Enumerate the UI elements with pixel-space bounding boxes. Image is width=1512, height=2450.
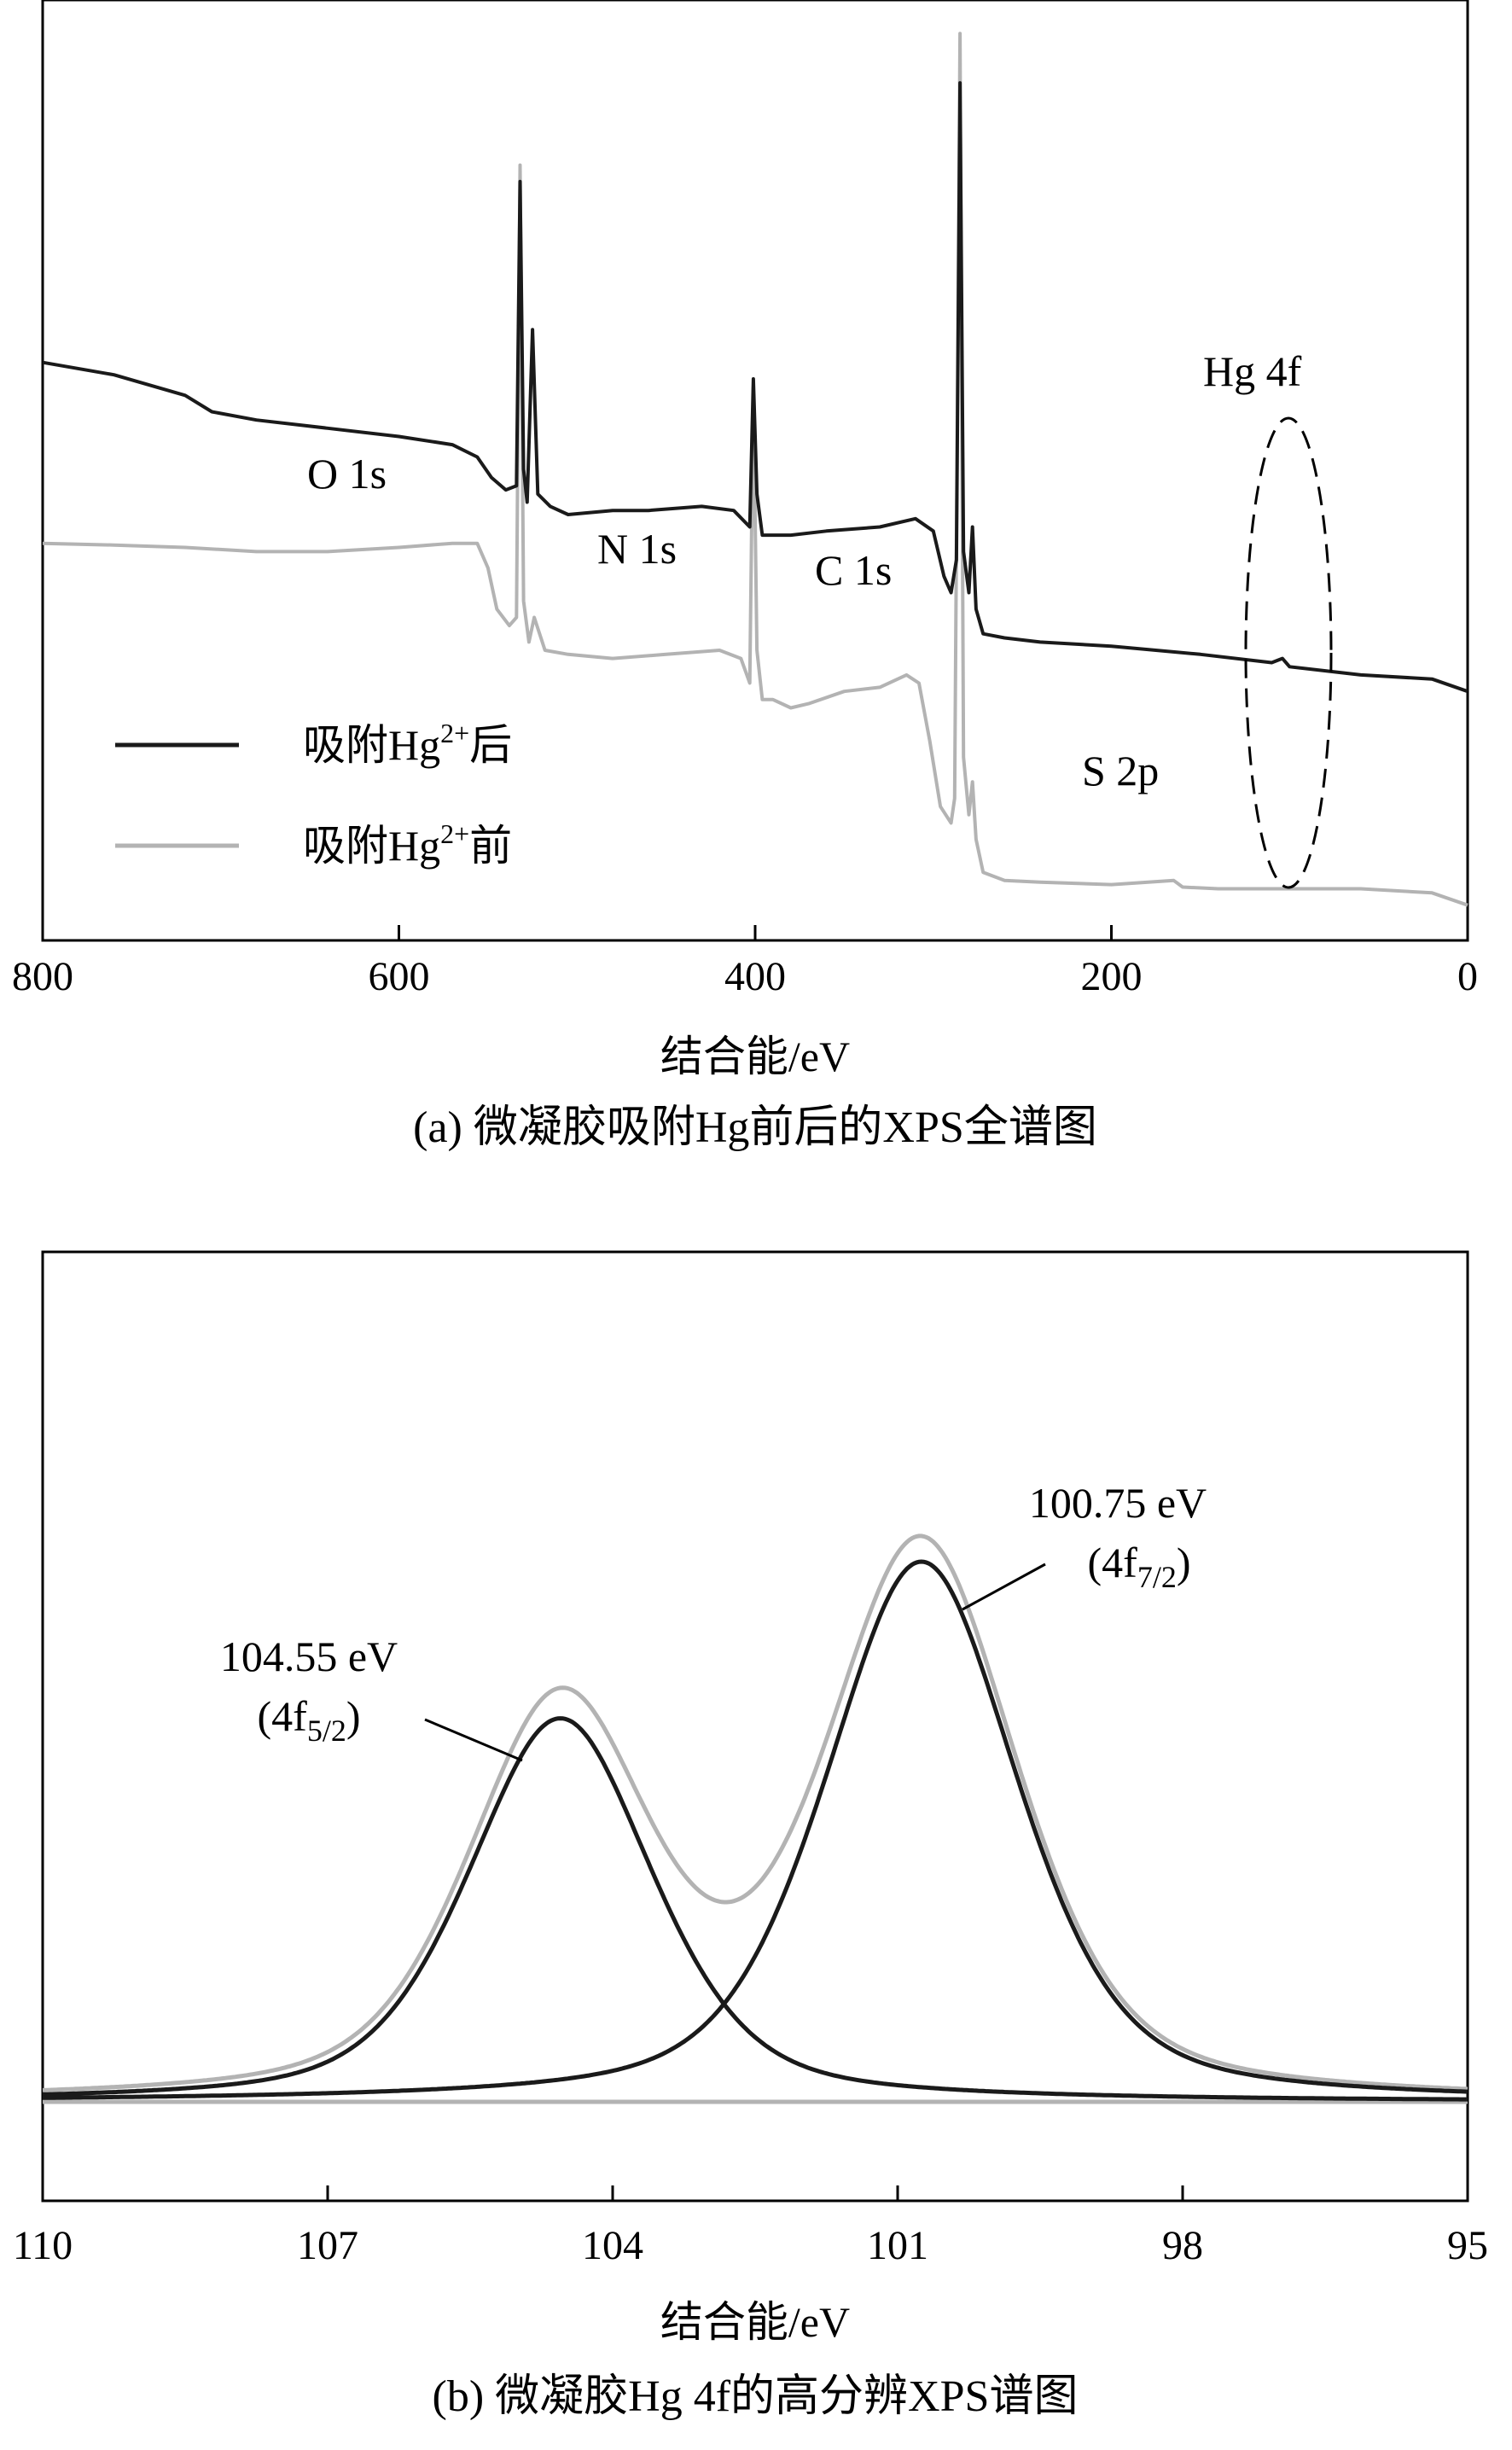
- panel-b-frame: [41, 1250, 1469, 2203]
- legend: 吸附Hg2+后 吸附Hg2+前: [115, 718, 512, 870]
- panel-b-series-group: [42, 1533, 1468, 2104]
- component-line-2: [43, 1559, 1468, 2100]
- x-tick-label: 200: [1081, 954, 1143, 999]
- annotation-c1s: C 1s: [815, 546, 892, 594]
- annotation-s2p: S 2p: [1082, 747, 1159, 794]
- peak-label-2-orbital: (4f7/2): [1088, 1539, 1191, 1594]
- annotation-hg4f: Hg 4f: [1203, 347, 1302, 395]
- panel-b-x-axis-title: 结合能/eV: [660, 2298, 850, 2346]
- legend-label-before: 吸附Hg2+前: [303, 818, 512, 870]
- x-tick-label: 400: [724, 954, 786, 999]
- x-tick-label: 800: [12, 954, 73, 999]
- x-tick-label: 0: [1457, 954, 1478, 999]
- peak-label-1-orbital: (4f5/2): [258, 1692, 361, 1748]
- annotation-n1s: N 1s: [597, 525, 677, 573]
- annotation-o1s: O 1s: [307, 450, 387, 498]
- panel-a-x-axis: 800 600 400 200 0: [12, 925, 1478, 999]
- panel-b-x-axis: 110 107 104 101 98 95: [13, 2185, 1488, 2268]
- panel-b-caption: (b) 微凝胶Hg 4f的高分辨XPS谱图: [433, 2372, 1079, 2421]
- hg4f-dashed-ellipse: [1244, 416, 1333, 889]
- panel-a-caption: (a) 微凝胶吸附Hg前后的XPS全谱图: [413, 1103, 1097, 1152]
- series-line-before: [42, 32, 1468, 907]
- panel-a-survey: 800 600 400 200 0 O 1s N 1s C 1s S 2p Hg 4f …: [12, 0, 1478, 1152]
- panel-a-x-axis-title: 结合能/eV: [660, 1033, 850, 1080]
- peak-label-1-energy: 104.55 eV: [220, 1632, 398, 1680]
- series-line-after: [42, 81, 1468, 694]
- x-tick-label: 95: [1447, 2223, 1488, 2268]
- peak-label-2-energy: 100.75 eV: [1029, 1479, 1207, 1527]
- x-tick-label: 600: [369, 954, 430, 999]
- envelope-line: [42, 1533, 1468, 2092]
- legend-label-after: 吸附Hg2+后: [303, 718, 512, 769]
- x-tick-label: 110: [13, 2223, 73, 2268]
- panel-a-series-group: [42, 32, 1468, 907]
- x-tick-label: 104: [582, 2223, 643, 2268]
- panel-b-hg4f: 110 107 104 101 98 95 104.55 eV (4f5/2) 100.7…: [13, 1250, 1488, 2421]
- component-line-1: [42, 1716, 1468, 2102]
- peak-leader-line-1: [424, 1718, 523, 1762]
- x-tick-label: 98: [1162, 2223, 1203, 2268]
- x-tick-label: 107: [297, 2223, 358, 2268]
- x-tick-label: 101: [867, 2223, 928, 2268]
- peak-leader-line-2: [962, 1563, 1046, 1611]
